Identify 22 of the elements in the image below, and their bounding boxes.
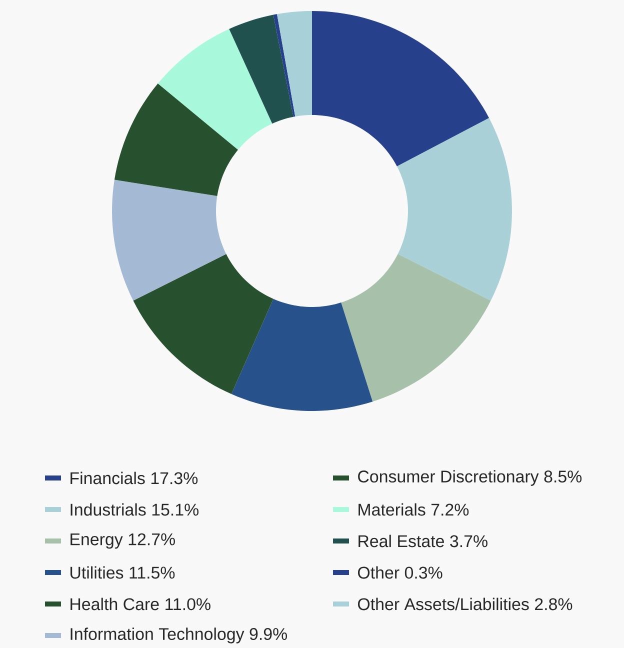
legend-label: Utilities [70, 566, 124, 579]
data-label: 11.0% [166, 598, 210, 610]
legend-label: Real Estate [358, 534, 444, 548]
data-label: 15.1% [152, 504, 199, 516]
data-label: 11.5% [130, 566, 175, 579]
legend-label: Information Technology [70, 628, 244, 644]
legend-label: Financials [70, 472, 145, 484]
legend-label: Energy [70, 533, 123, 549]
data-label: 2.8% [535, 598, 572, 610]
data-label: 3.7% [450, 535, 488, 548]
data-label: 0.3% [404, 566, 442, 579]
legend-label: Other [358, 566, 400, 579]
legend-label: Materials [358, 503, 426, 516]
legend-label: Health Care [70, 598, 159, 610]
data-label: 12.7% [128, 533, 175, 546]
data-label: 17.3% [151, 472, 198, 484]
legend-label: Consumer Discretionary [358, 470, 539, 486]
data-label: 8.5% [544, 470, 582, 483]
data-label: 7.2% [431, 504, 469, 516]
legend-label: Industrials [70, 503, 146, 516]
legend-label: Other Assets/Liabilities [358, 598, 529, 610]
data-label: 9.9% [250, 628, 288, 640]
